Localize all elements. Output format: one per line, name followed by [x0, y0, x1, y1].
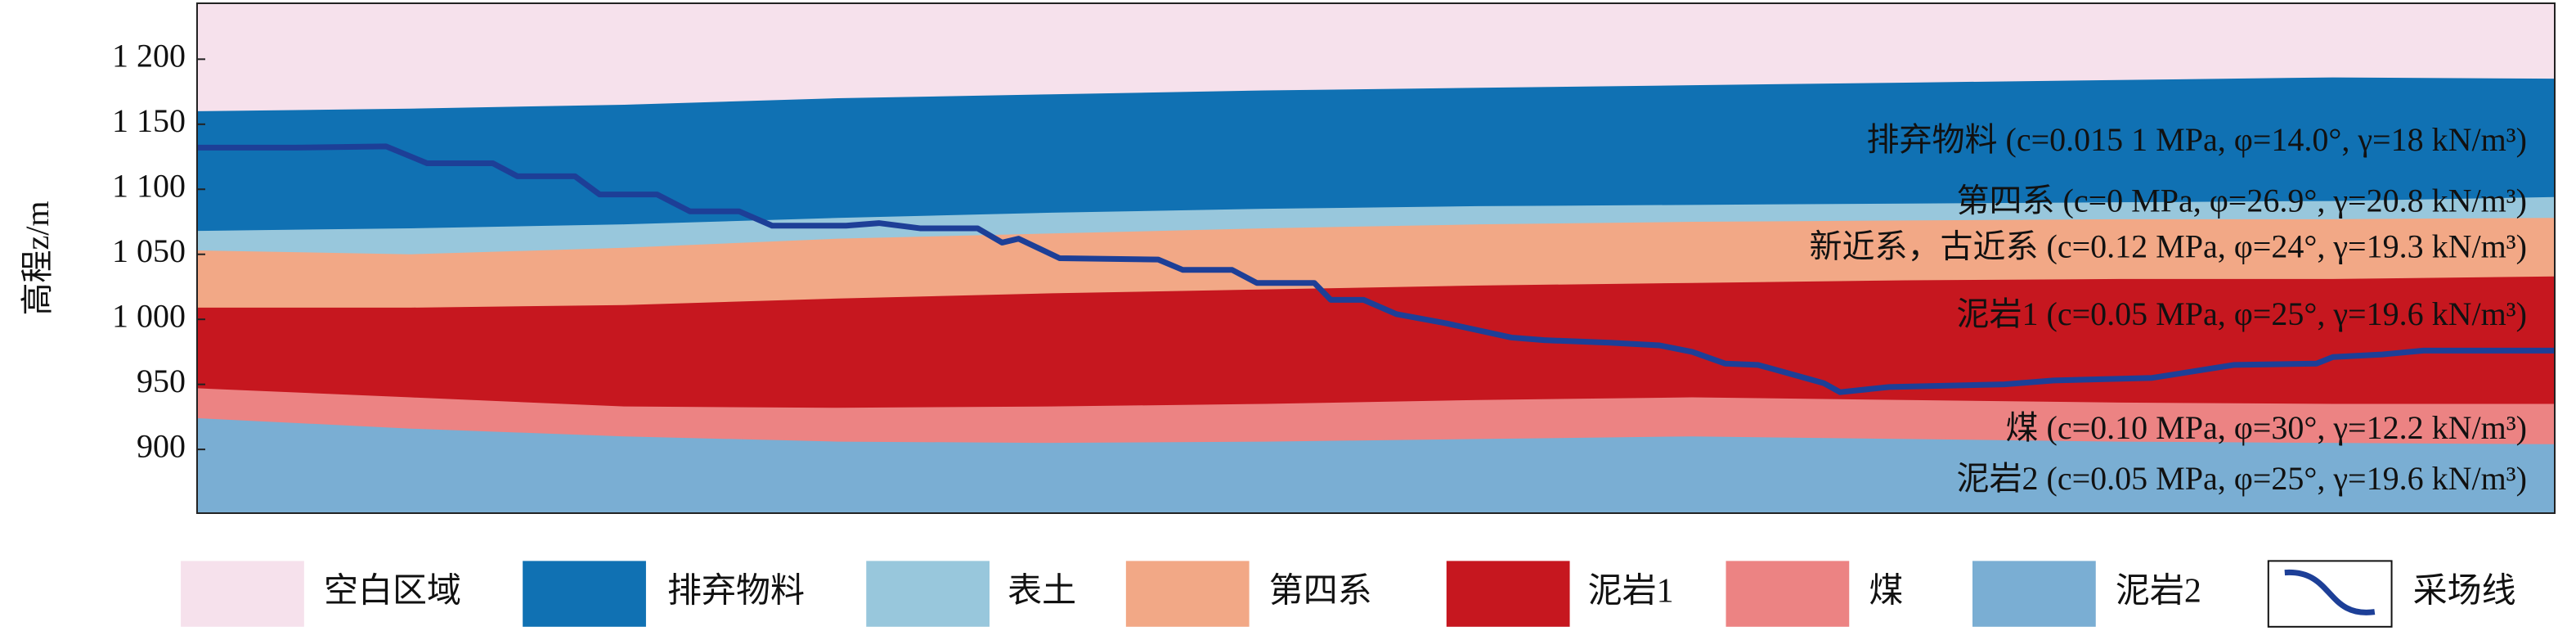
layer-annotation: 新近系，古近系 (c=0.12 MPa, φ=24°, γ=19.3 kN/m³…: [1810, 228, 2528, 265]
y-tick-label: 1 000: [112, 297, 186, 334]
legend-swatch: [866, 561, 990, 627]
y-tick-label: 1 050: [112, 232, 186, 269]
legend-label: 泥岩2: [2116, 572, 2201, 610]
legend-swatch: [1446, 561, 1570, 627]
y-axis-label: 高程z/m: [19, 201, 56, 316]
legend-label: 煤: [1869, 572, 1903, 610]
legend-swatch: [1726, 561, 1850, 627]
y-tick-label: 950: [137, 363, 186, 399]
y-tick-label: 1 200: [112, 38, 186, 74]
layer-annotation: 泥岩2 (c=0.05 MPa, φ=25°, γ=19.6 kN/m³): [1957, 460, 2528, 497]
y-tick-label: 900: [137, 427, 186, 464]
y-tick-label: 1 100: [112, 167, 186, 204]
legend-swatch: [181, 561, 304, 627]
legend-label: 空白区域: [324, 571, 461, 610]
legend-label: 泥岩1: [1588, 572, 1674, 610]
plot: [197, 3, 2555, 513]
legend-label: 排弃物料: [667, 571, 805, 610]
legend-label: 第四系: [1269, 572, 1372, 610]
legend-label: 采场线: [2413, 572, 2516, 610]
legend-swatch: [1125, 561, 1250, 627]
pit-line: [197, 143, 2555, 395]
layer-annotation: 排弃物料 (c=0.015 1 MPa, φ=14.0°, γ=18 kN/m³…: [1867, 121, 2528, 158]
legend-label: 表土: [1008, 572, 1076, 610]
plot-frame: [196, 2, 2556, 514]
legend-swatch: [1972, 561, 2096, 627]
layer-annotation: 煤 (c=0.10 MPa, φ=30°, γ=12.2 kN/m³): [2006, 409, 2528, 446]
layer-annotation: 第四系 (c=0 MPa, φ=26.9°, γ=20.8 kN/m³): [1957, 182, 2528, 219]
y-tick-label: 1 150: [112, 102, 186, 139]
layer-area: [197, 417, 2555, 513]
legend-swatch: [523, 561, 646, 627]
legend-line: [2284, 570, 2376, 615]
layer-annotation: 泥岩1 (c=0.05 MPa, φ=25°, γ=19.6 kN/m³): [1957, 295, 2528, 332]
